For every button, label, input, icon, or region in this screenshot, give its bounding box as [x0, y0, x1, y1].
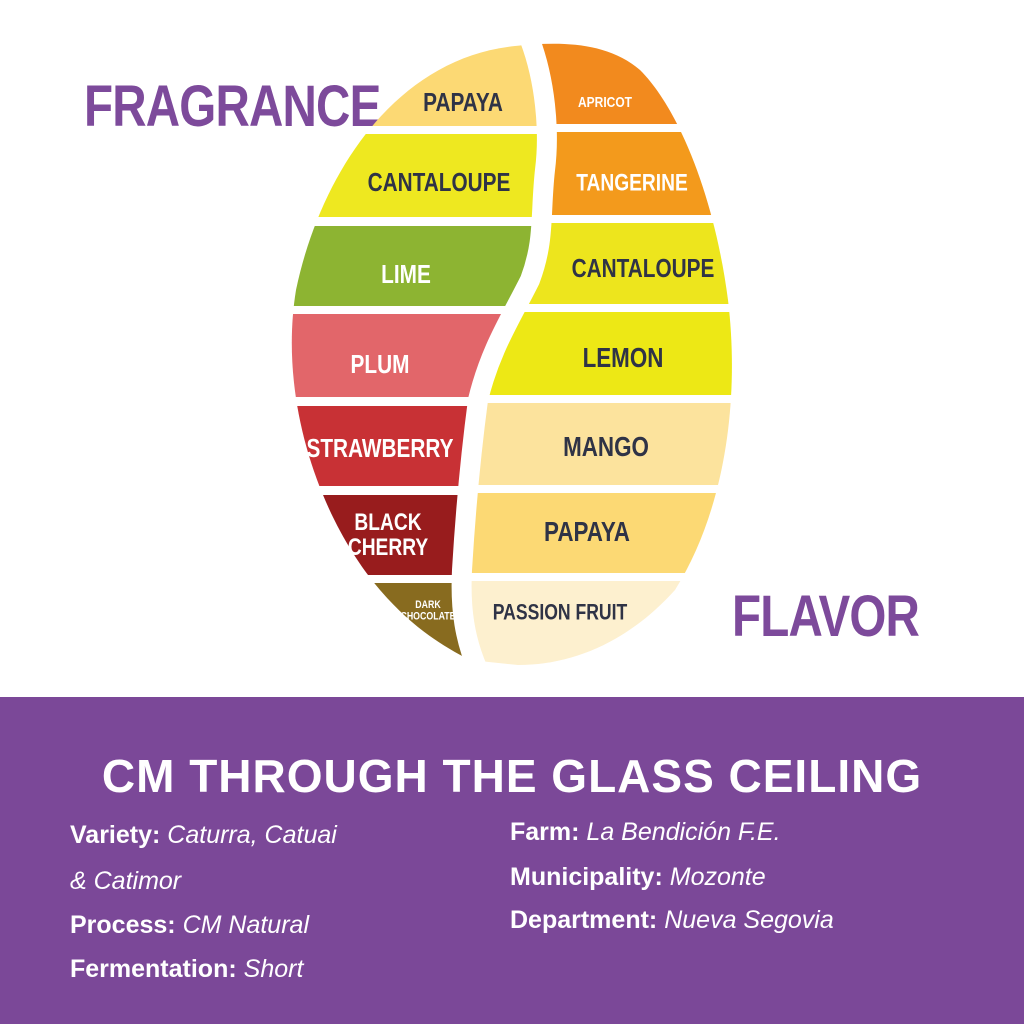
flavor-segment-label: APRICOT	[578, 94, 633, 111]
detail-value: & Catimor	[70, 867, 182, 895]
detail-key: Variety:	[70, 821, 161, 849]
detail-key: Farm:	[510, 818, 580, 846]
coffee-info-panel: CM THROUGH THE GLASS CEILING Variety: Ca…	[0, 697, 1024, 1024]
coffee-name: CM THROUGH THE GLASS CEILING	[101, 750, 923, 802]
bean-chart-area: FRAGRANCE FLAVOR PAPAYA CANTALOUPE LIME PLU…	[84, 30, 920, 680]
flavor-segment-label: MANGO	[563, 432, 649, 463]
detail-key: Fermentation:	[70, 955, 237, 983]
detail-fermentation: Fermentation: Short	[70, 954, 303, 984]
detail-value: Mozonte	[669, 863, 766, 891]
fragrance-segment-label: DARK CHOCOLATE	[400, 599, 455, 623]
fragrance-title: FRAGRANCE	[84, 74, 381, 139]
flavor-segment-label: PAPAYA	[544, 517, 630, 548]
fragrance-segment-label: CANTALOUPE	[368, 168, 511, 197]
flavor-segment-label: TANGERINE	[576, 168, 688, 196]
fragrance-segment-label: BLACK CHERRY	[348, 508, 429, 561]
fragrance-segment	[291, 226, 540, 306]
fragrance-segment-label: PLUM	[351, 350, 410, 379]
flavor-segment-label: LEMON	[583, 343, 664, 374]
detail-key: Process:	[70, 911, 176, 939]
detail-key: Department:	[510, 906, 658, 934]
detail-municipality: Municipality: Mozonte	[510, 862, 766, 892]
detail-farm: Farm: La Bendición F.E.	[510, 817, 781, 847]
flavor-segment	[461, 581, 732, 665]
detail-value: La Bendición F.E.	[586, 818, 781, 846]
detail-process: Process: CM Natural	[70, 910, 309, 940]
detail-value: Nueva Segovia	[664, 906, 834, 934]
flavor-segment-label: CANTALOUPE	[572, 254, 715, 283]
detail-key: Municipality:	[510, 863, 663, 891]
detail-value: Short	[243, 955, 304, 983]
fragrance-segment-label: STRAWBERRY	[306, 434, 453, 463]
coffee-bean-diagram: PAPAYA CANTALOUPE LIME PLUM STRAWBERRY BLACK C…	[291, 30, 732, 680]
flavor-segment-label: PASSION FRUIT	[493, 601, 628, 625]
flavor-segment	[461, 493, 732, 573]
flavor-title: FLAVOR	[732, 584, 920, 649]
fragrance-segment-label: PAPAYA	[423, 88, 503, 117]
fragrance-segment-label: LIME	[381, 260, 431, 289]
detail-variety: Variety: Caturra, Catuai	[70, 820, 337, 850]
detail-value: Caturra, Catuai	[167, 821, 337, 849]
detail-variety-continued: & Catimor	[70, 866, 181, 896]
detail-department: Department: Nueva Segovia	[510, 905, 834, 935]
bean-center-crease	[451, 30, 557, 680]
detail-value: CM Natural	[182, 911, 309, 939]
flavor-segment	[461, 403, 732, 485]
